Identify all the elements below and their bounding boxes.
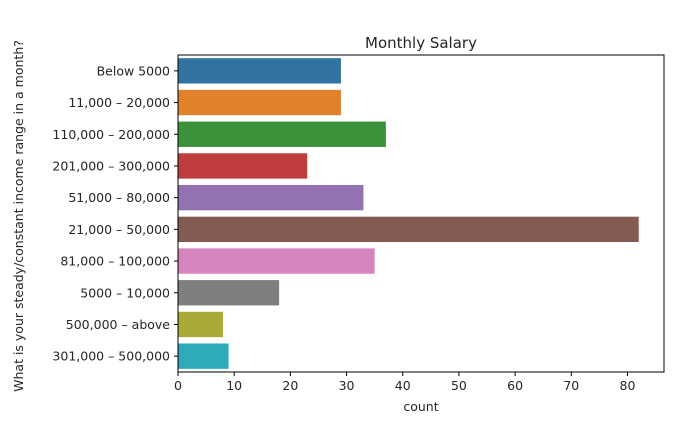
bar — [178, 184, 364, 211]
plot-frame — [177, 54, 665, 373]
chart-title: Monthly Salary — [365, 34, 477, 52]
x-tick-label: 60 — [507, 378, 523, 393]
x-axis-label: count — [403, 399, 438, 414]
bar — [178, 58, 341, 84]
x-tick-label: 30 — [339, 378, 355, 393]
x-tick-label: 70 — [563, 378, 579, 393]
bars-group — [178, 58, 639, 369]
y-tick-label: Below 5000 — [97, 63, 170, 78]
bar — [178, 216, 639, 243]
bar — [178, 280, 280, 306]
y-tick-label: 51,000 – 80,000 — [68, 190, 170, 205]
x-tick-label: 10 — [226, 378, 242, 393]
bar — [178, 248, 375, 274]
bar — [178, 311, 223, 338]
y-tick-label: 21,000 – 50,000 — [68, 222, 170, 237]
y-tick-label: 201,000 – 300,000 — [52, 158, 170, 173]
y-tick-label: 110,000 – 200,000 — [52, 127, 170, 142]
x-tick-label: 0 — [174, 378, 182, 393]
y-tick-label: 81,000 – 100,000 — [60, 254, 170, 269]
y-tick-label: 5000 – 10,000 — [80, 285, 170, 300]
y-tick-label: 500,000 – above — [66, 317, 171, 332]
x-tick-label: 80 — [620, 378, 636, 393]
bar — [178, 89, 341, 116]
y-axis-label: What is your steady/constant income rang… — [11, 40, 26, 392]
y-tick-label: 301,000 – 500,000 — [52, 349, 170, 364]
bar — [178, 153, 308, 179]
y-tick-label: 11,000 – 20,000 — [68, 95, 170, 110]
x-tick-label: 40 — [395, 378, 411, 393]
x-tick-label: 50 — [451, 378, 467, 393]
bar — [178, 343, 229, 369]
x-axis-ticks: 0 10 20 30 40 50 60 70 80 — [174, 372, 635, 393]
bar — [178, 121, 386, 147]
y-axis-ticks: Below 5000 11,000 – 20,000 110,000 – 200,0… — [52, 63, 178, 364]
x-tick-label: 20 — [282, 378, 298, 393]
